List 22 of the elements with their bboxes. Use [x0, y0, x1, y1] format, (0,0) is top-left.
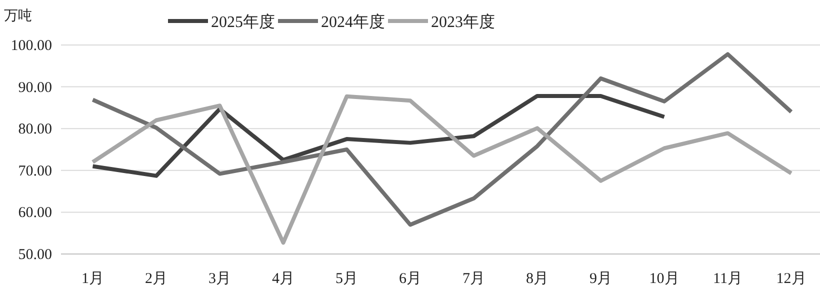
y-axis-title: 万吨	[4, 8, 32, 24]
x-tick-label: 6月	[399, 271, 422, 287]
x-tick-label: 2月	[145, 271, 168, 287]
legend-label: 2024年度	[321, 13, 385, 31]
x-tick-label: 9月	[590, 271, 612, 287]
x-tick-label: 4月	[272, 271, 294, 287]
x-tick-label: 12月	[776, 271, 806, 287]
x-tick-label: 10月	[649, 271, 680, 287]
y-tick-label: 50.00	[18, 247, 52, 263]
x-tick-label: 8月	[526, 271, 548, 287]
y-tick-label: 80.00	[18, 122, 52, 138]
y-tick-label: 90.00	[18, 80, 52, 96]
legend-label: 2025年度	[211, 13, 275, 31]
legend-label: 2023年度	[431, 13, 495, 31]
x-tick-label: 11月	[713, 271, 742, 287]
y-tick-label: 60.00	[18, 205, 52, 222]
y-tick-label: 70.00	[18, 163, 52, 180]
x-tick-label: 7月	[462, 271, 485, 287]
x-tick-label: 3月	[208, 271, 231, 287]
y-tick-label: 100.00	[10, 38, 52, 54]
x-tick-label: 5月	[336, 271, 358, 287]
x-tick-label: 1月	[82, 271, 104, 287]
